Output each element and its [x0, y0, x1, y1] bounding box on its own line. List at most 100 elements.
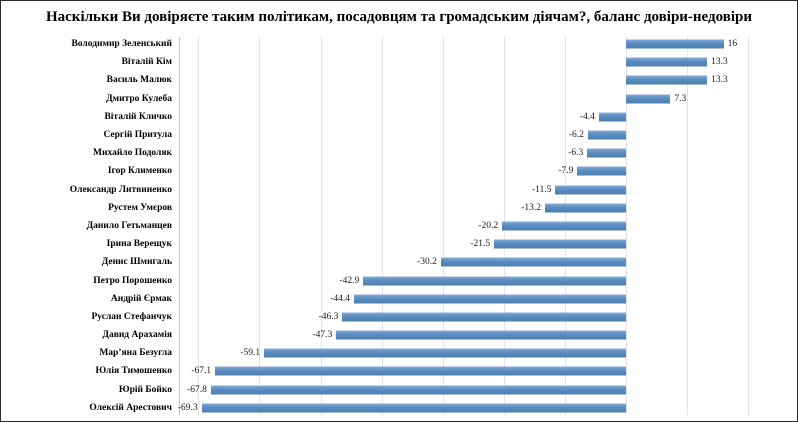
chart-row: Руслан Стефанчук -46.3	[1, 308, 791, 326]
plot-cell: -21.5	[179, 235, 791, 253]
gridline	[687, 37, 689, 415]
bar	[215, 366, 626, 376]
chart-row: Михайло Подоляк -6.3	[1, 144, 791, 162]
bar	[494, 239, 626, 249]
category-label: Денис Шмигаль	[101, 257, 172, 268]
plot-cell: -42.9	[179, 271, 791, 289]
value-label: -67.8	[187, 384, 207, 395]
category-label: Руслан Стефанчук	[91, 311, 172, 322]
category-label: Віталій Кім	[121, 57, 172, 68]
chart-row: Андрій Єрмак -44.4	[1, 290, 791, 308]
chart-row: Рустем Умєров -13.2	[1, 199, 791, 217]
chart-row: Юрій Бойко -67.8	[1, 381, 791, 399]
plot-cell: -47.3	[179, 326, 791, 344]
chart-row: Дмитро Кулеба 7.3	[1, 90, 791, 108]
bar	[440, 257, 626, 267]
value-label: -67.1	[191, 366, 212, 377]
plot-cell: -59.1	[179, 344, 791, 362]
value-label: -13.2	[521, 202, 541, 213]
chart-row: Петро Порошенко -42.9	[1, 271, 791, 289]
bar	[336, 330, 626, 340]
plot-cell: 13.3	[179, 53, 791, 71]
plot-cell: -7.9	[179, 162, 791, 180]
gridline	[748, 37, 750, 415]
value-label: -20.2	[478, 220, 499, 231]
value-label: -6.3	[568, 148, 584, 159]
plot-cell: -44.4	[179, 290, 791, 308]
bar	[555, 185, 626, 195]
value-label: -47.3	[312, 330, 333, 341]
value-label: -42.9	[339, 275, 360, 286]
bar	[577, 166, 626, 176]
chart-row: Юлія Тимошенко -67.1	[1, 362, 791, 380]
value-label: -6.2	[568, 130, 584, 141]
category-label: Ірина Верещук	[106, 239, 172, 250]
bar	[342, 312, 626, 322]
value-label: -11.5	[531, 184, 552, 195]
category-label: Сергій Притула	[103, 130, 172, 141]
chart-row: Олексій Арестович -69.3	[1, 399, 791, 417]
plot-cell: -67.1	[179, 362, 791, 380]
bar	[363, 276, 626, 286]
chart-row: Данило Гетьманцев -20.2	[1, 217, 791, 235]
bar	[201, 403, 626, 413]
plot-cell: -6.3	[179, 144, 791, 162]
chart-row: Ірина Верещук -21.5	[1, 235, 791, 253]
category-label: Дмитро Кулеба	[106, 93, 172, 104]
gridline	[626, 37, 628, 415]
value-label: -59.1	[240, 348, 261, 359]
value-label: 16	[727, 39, 738, 50]
chart-row: Давид Арахамія -47.3	[1, 326, 791, 344]
bar	[210, 385, 626, 395]
chart-row: Василь Малюк 13.3	[1, 71, 791, 89]
chart-row: Ігор Клименко -7.9	[1, 162, 791, 180]
category-label: Віталій Кличко	[104, 111, 172, 122]
value-label: -30.2	[417, 257, 437, 268]
category-label: Юлія Тимошенко	[95, 366, 172, 377]
gridline	[381, 37, 383, 415]
chart-row: Володимир Зеленський 16	[1, 35, 791, 53]
value-label: 7.3	[674, 93, 687, 104]
value-label: -7.9	[558, 166, 574, 177]
chart-title: Наскільки Ви довіряєте таким політикам, …	[45, 9, 752, 25]
chart-row: Денис Шмигаль -30.2	[1, 253, 791, 271]
chart-row: Олександр Литвиненко -11.5	[1, 181, 791, 199]
plot-cell: -46.3	[179, 308, 791, 326]
plot-cell: -6.2	[179, 126, 791, 144]
plot-cell: -4.4	[179, 108, 791, 126]
value-label: -46.3	[318, 311, 339, 322]
gridline	[259, 37, 261, 415]
category-label: Данило Гетьманцев	[86, 220, 172, 231]
plot-cell: -13.2	[179, 199, 791, 217]
value-label: 13.3	[711, 75, 728, 86]
category-label: Юрій Бойко	[118, 384, 172, 395]
chart-row: Віталій Кім 13.3	[1, 53, 791, 71]
category-label: Рустем Умєров	[108, 202, 172, 213]
category-label: Андрій Єрмак	[110, 293, 172, 304]
bar	[264, 348, 626, 358]
category-label: Василь Малюк	[106, 75, 172, 86]
category-label: Давид Арахамія	[102, 330, 172, 341]
value-label: -4.4	[579, 111, 595, 122]
bar	[625, 57, 708, 67]
bar	[625, 39, 724, 49]
plot-cell: 7.3	[179, 90, 791, 108]
bar	[587, 130, 626, 140]
bar	[625, 75, 708, 85]
bar	[625, 94, 671, 104]
plot-cell: -11.5	[179, 181, 791, 199]
bar-chart: Володимир Зеленський 16 Віталій Кім 13.3 Вас…	[1, 35, 791, 417]
chart-row: Віталій Кличко -4.4	[1, 108, 791, 126]
bar	[544, 203, 626, 213]
plot-cell: -20.2	[179, 217, 791, 235]
chart-rows: Володимир Зеленський 16 Віталій Кім 13.3 Вас…	[1, 35, 791, 417]
chart-row: Сергій Притула -6.2	[1, 126, 791, 144]
bar	[598, 112, 626, 122]
gridline	[198, 37, 200, 415]
category-label: Володимир Зеленський	[71, 39, 172, 50]
category-label: Михайло Подоляк	[93, 148, 172, 159]
chart-row: Мар’яна Безугла -59.1	[1, 344, 791, 362]
gridline	[442, 37, 444, 415]
plot-cell: 16	[179, 35, 791, 53]
